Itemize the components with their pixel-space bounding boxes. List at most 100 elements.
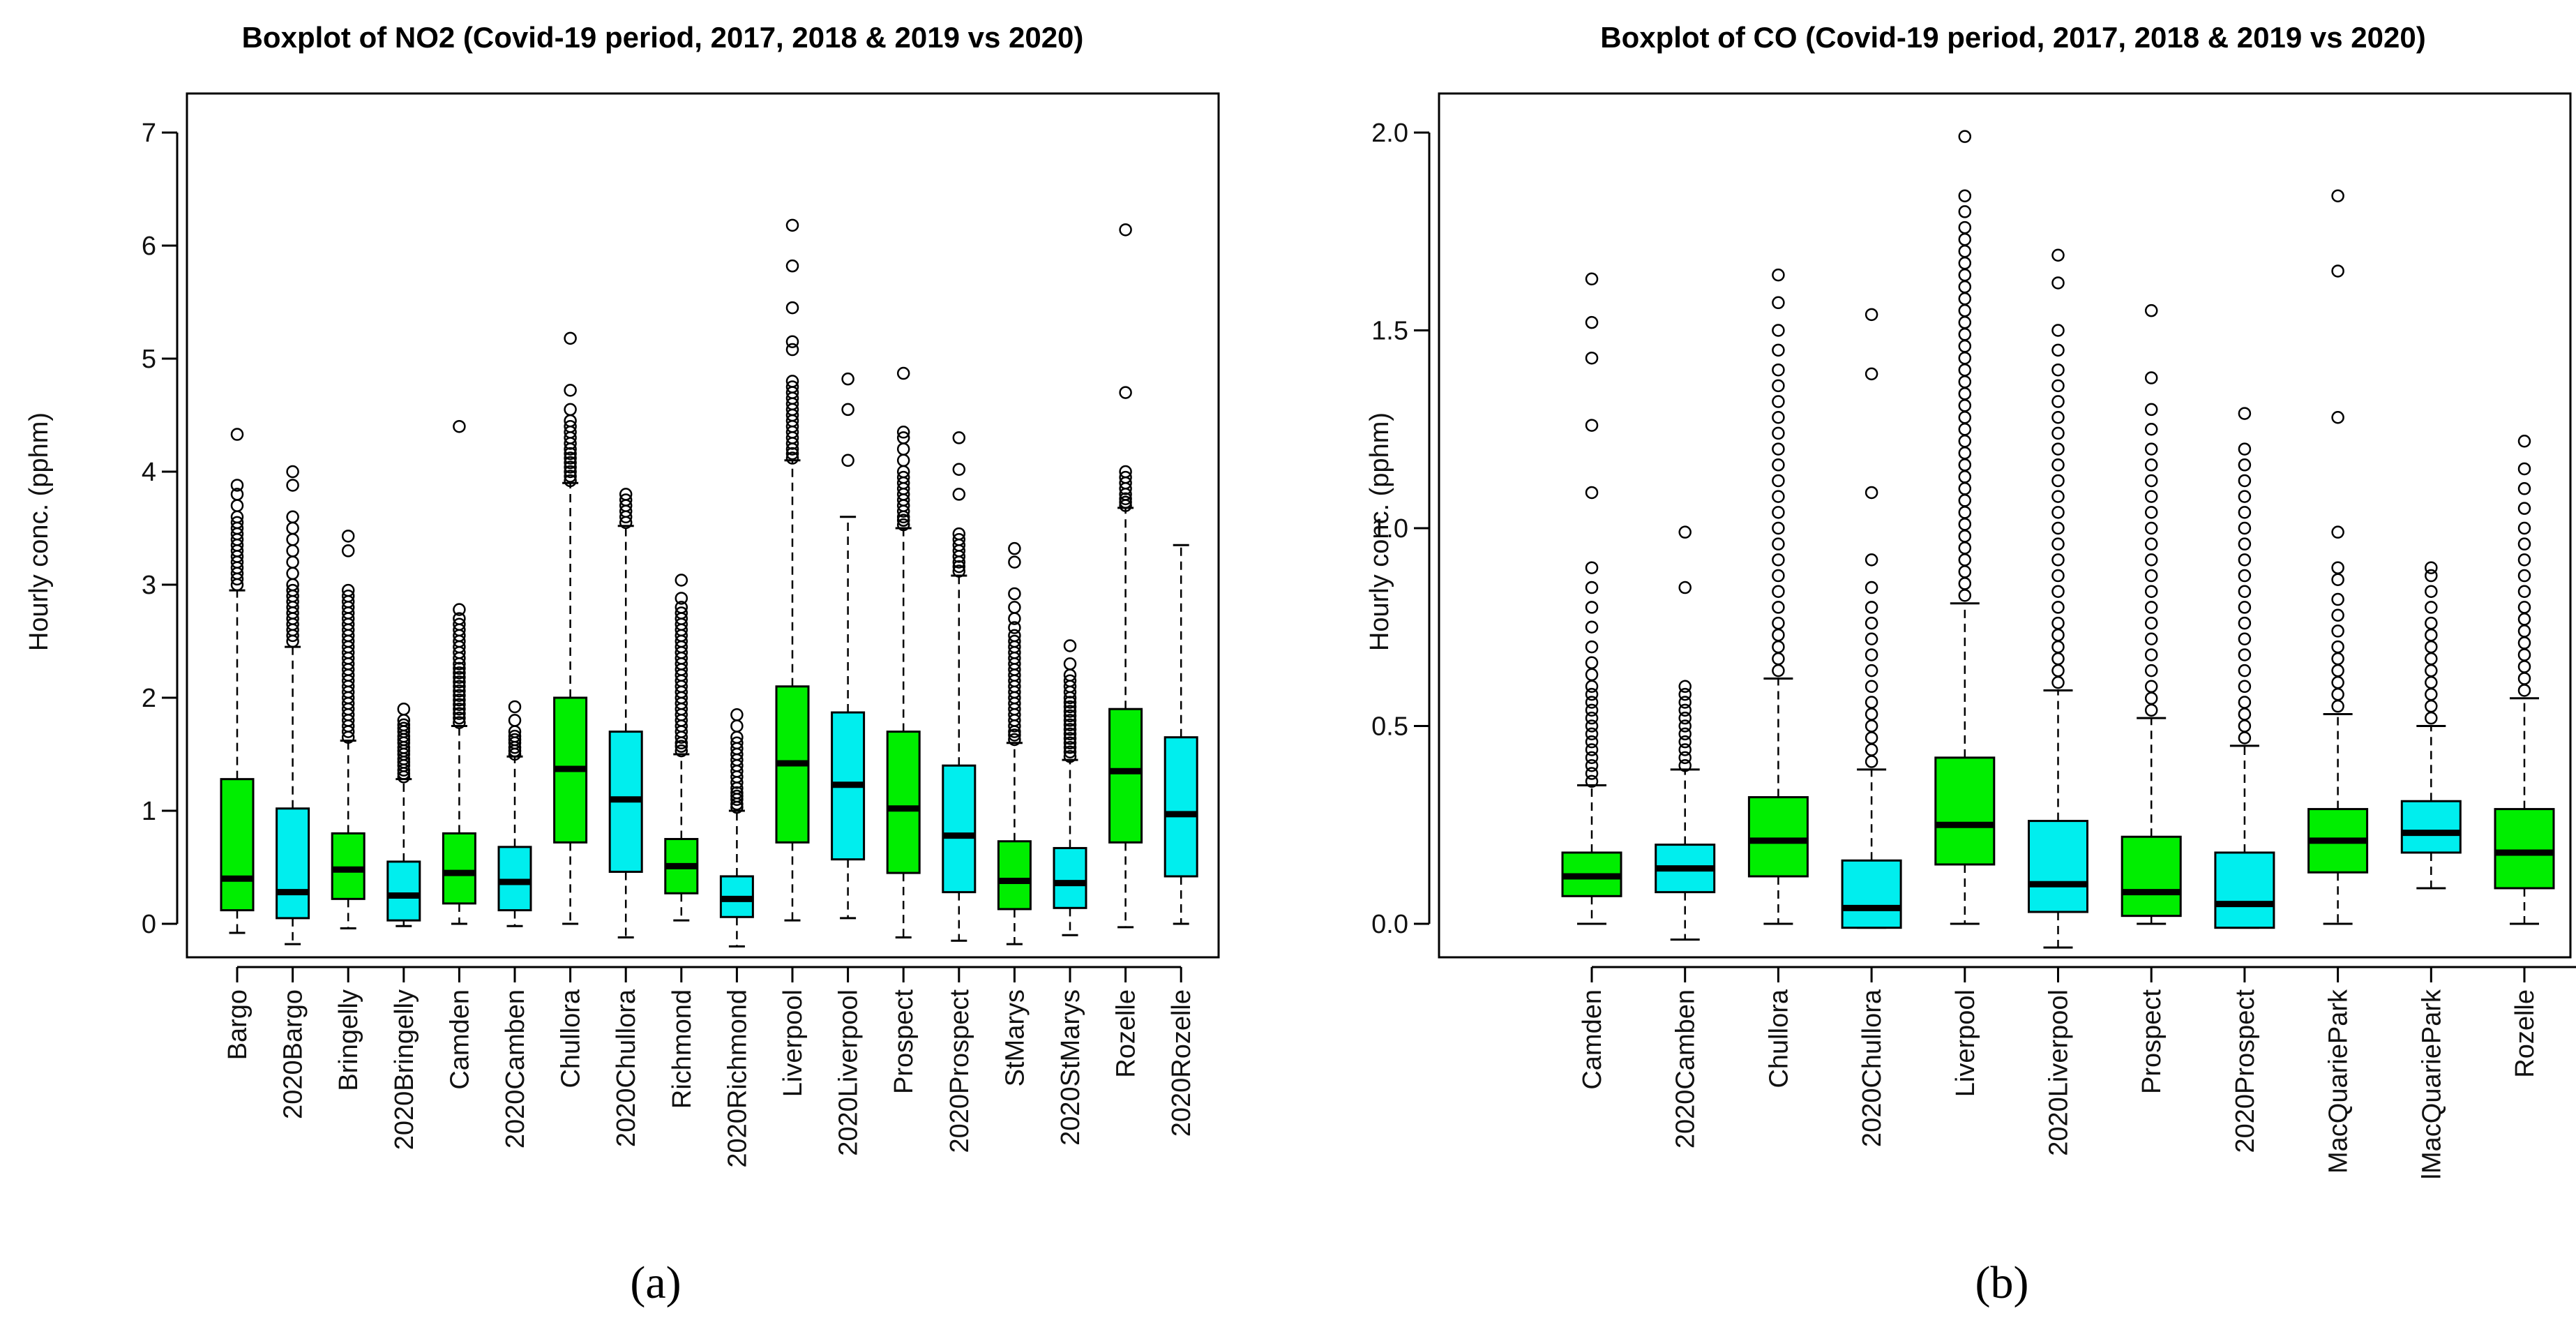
outlier-point [1678,525,1692,539]
outlier-point [2144,490,2158,503]
outlier-point [1958,256,1972,270]
outlier-point [1958,304,1972,317]
outlier-point [1865,648,1878,661]
outlier-point [1063,736,1077,750]
outlier-point [675,574,688,587]
outlier-point [1585,272,1599,286]
outlier-point [896,470,910,484]
outlier-point [453,716,466,729]
outlier-point [1958,375,1972,389]
outlier-point [453,684,466,698]
outlier-point [1772,490,1785,503]
outlier-point [2238,601,2252,614]
outlier-point [230,488,244,501]
outlier-point [453,707,466,720]
outlier-point [2238,506,2252,519]
outlier-point [675,606,688,620]
outlier-point [564,456,577,470]
outlier-point [1958,327,1972,341]
outlier-point [2144,537,2158,551]
outlier-point [896,514,910,527]
outlier-point [1119,465,1132,479]
x-tick-label: 2020Bringelly [390,989,419,1150]
outlier-point [2051,652,2065,666]
outlier-point [1865,367,1878,381]
x-tick-label: 2020Rozelle [1167,989,1196,1137]
outlier-point [1865,696,1878,709]
y-axis-label-no2: Hourly conc. (pphm) [24,412,54,651]
chart-title-co: Boxplot of CO (Covid-19 period, 2017, 20… [1600,21,2425,54]
outlier-point [564,465,577,479]
outlier-point [1678,703,1692,717]
box-no2-2020Prospect [942,431,977,942]
outlier-point [785,380,799,394]
box-no2-2020Camben [497,700,532,927]
outlier-point [1585,486,1599,500]
box-no2-2020Richmond [719,708,754,948]
box-co-2020Camben [1655,525,1716,941]
outlier-point [2144,506,2158,519]
outlier-point [1585,727,1599,741]
outlier-point [453,666,466,680]
outlier-point [952,527,966,541]
outlier-point [2238,569,2252,583]
outlier-point [1119,386,1132,399]
outlier-point [1958,577,1972,590]
x-tick-label: lMacQuariePark [2417,989,2446,1179]
outlier-point [2144,423,2158,436]
outlier-point [1008,634,1021,648]
outlier-point [785,218,799,232]
outlier-point [2238,680,2252,694]
outlier-point [1008,733,1021,747]
box-iqr [386,860,421,922]
box-iqr [942,764,977,894]
outlier-point [1585,696,1599,709]
outlier-point [1958,470,1972,484]
outlier-point [341,583,355,597]
outlier-point [2425,699,2438,713]
outlier-point [564,447,577,461]
outlier-point [2238,442,2252,456]
y-tick-label: 3 [142,571,156,600]
y-tick-label: 1.5 [1371,317,1408,346]
outlier-point [1678,711,1692,725]
outlier-point [1958,506,1972,519]
outlier-point [785,451,799,465]
outlier-point [1063,674,1077,687]
panel-no2: Boxplot of NO2 (Covid-19 period, 2017, 2… [24,21,1220,1308]
outlier-point [2051,410,2065,424]
subfigure-label-a: (a) [630,1257,681,1308]
outlier-point [2425,640,2438,654]
outlier-point [896,454,910,467]
box-co-2020Liverpool [2028,248,2088,949]
outlier-point [1063,723,1077,736]
box-iqr [1841,859,1902,929]
outlier-point [841,454,854,467]
outlier-point [1063,732,1077,745]
outlier-point [2331,640,2344,654]
box-no2-Liverpool [775,218,810,922]
outlier-point [1958,292,1972,306]
outlier-point [453,603,466,616]
outlier-point [2517,502,2531,515]
x-tick-label: Chullora [557,989,586,1088]
x-tick-label: Rozelle [2510,989,2540,1078]
x-tick-label: 2020Prospect [945,989,974,1153]
x-tick-label: Liverpool [778,989,808,1097]
outlier-point [2425,601,2438,614]
outlier-point [1585,640,1599,654]
outlier-point [1772,628,1785,642]
outlier-point [1772,601,1785,614]
outlier-point [952,431,966,444]
outlier-point [1772,379,1785,393]
panel-co: Boxplot of CO (Covid-19 period, 2017, 20… [1365,21,2576,1308]
outlier-point [564,384,577,397]
y-tick-label: 1.0 [1371,514,1408,544]
outlier-point [2517,521,2531,535]
box-co-Prospect [2121,304,2182,925]
outlier-point [2331,592,2344,606]
outlier-point [2144,442,2158,456]
outlier-point [1119,492,1132,506]
x-tick-label: 2020Richmond [723,989,752,1168]
outlier-point [2144,521,2158,535]
